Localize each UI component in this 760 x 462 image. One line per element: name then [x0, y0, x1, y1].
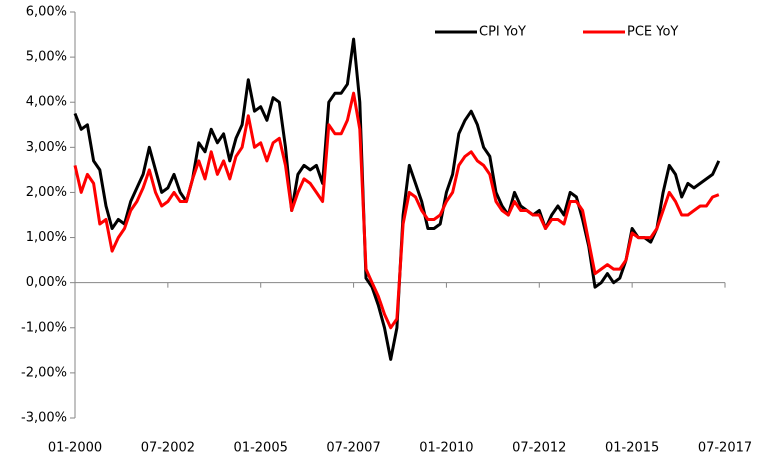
x-tick-label: 01-2015 — [605, 441, 659, 456]
legend-label: PCE YoY — [627, 25, 678, 40]
y-tick-label: 3,00% — [26, 140, 67, 155]
y-tick-label: 4,00% — [26, 95, 67, 110]
x-tick-label: 07-2012 — [512, 441, 566, 456]
y-tick-label: 5,00% — [26, 50, 67, 65]
y-tick-label: 0,00% — [26, 275, 67, 290]
x-tick-label: 07-2017 — [698, 441, 752, 456]
y-tick-label: 2,00% — [26, 185, 67, 200]
legend-label: CPI YoY — [479, 25, 526, 40]
y-tick-label: 1,00% — [26, 230, 67, 245]
x-tick-label: 07-2007 — [326, 441, 380, 456]
y-tick-label: -1,00% — [21, 320, 67, 335]
y-tick-label: -2,00% — [21, 365, 67, 380]
series-line — [73, 37, 721, 361]
x-tick-label: 01-2000 — [48, 441, 102, 456]
y-tick-label: 6,00% — [26, 5, 67, 20]
x-tick-label: 01-2005 — [234, 441, 288, 456]
y-tick-label: -3,00% — [21, 411, 67, 426]
series-line — [73, 91, 720, 330]
x-tick-label: 07-2002 — [141, 441, 195, 456]
x-tick-label: 01-2010 — [419, 441, 473, 456]
